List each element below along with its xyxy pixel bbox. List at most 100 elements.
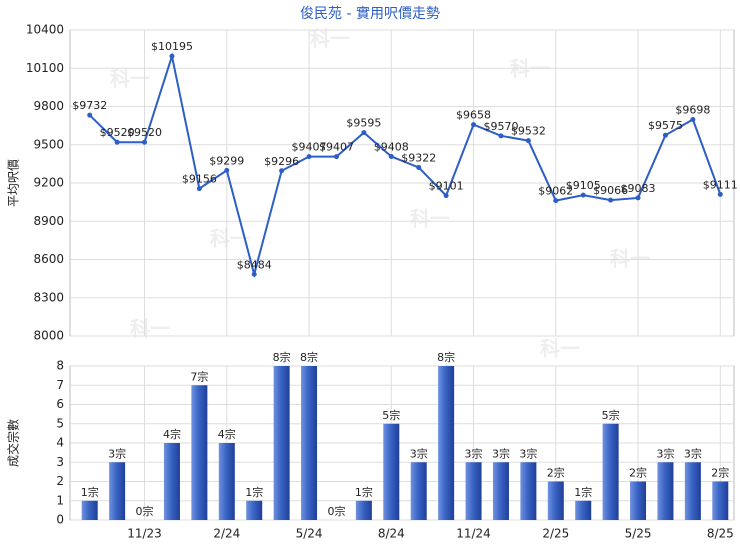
- value-label: 4宗: [218, 427, 236, 441]
- value-label: $9698: [675, 104, 710, 117]
- x-tick-label: 11/23: [127, 527, 162, 541]
- point: [306, 154, 312, 160]
- value-label: 3宗: [410, 446, 428, 460]
- bar: [602, 423, 619, 520]
- value-label: $10195: [151, 40, 193, 53]
- value-label: 3宗: [465, 446, 483, 460]
- point: [416, 164, 422, 170]
- value-label: 2宗: [547, 466, 565, 480]
- point: [196, 186, 202, 192]
- x-tick-label: 8/25: [707, 527, 734, 541]
- bar: [492, 462, 509, 520]
- value-label: 3宗: [656, 446, 674, 460]
- point: [251, 271, 257, 277]
- point: [553, 198, 559, 204]
- bar: [712, 481, 729, 520]
- y-tick-label: 10100: [26, 61, 64, 75]
- value-label: $9101: [429, 180, 464, 193]
- y-tick-label: 8900: [33, 214, 64, 228]
- value-label: $9156: [182, 173, 217, 186]
- value-label: $9595: [346, 117, 381, 130]
- point: [388, 153, 394, 159]
- y-tick-label: 6: [56, 397, 64, 411]
- y-tick-label: 3: [56, 455, 64, 469]
- bar: [520, 462, 537, 520]
- value-label: 1宗: [574, 485, 592, 499]
- watermark: 科一: [540, 337, 580, 361]
- bar: [438, 366, 455, 520]
- point: [279, 168, 285, 174]
- value-label: $9532: [511, 125, 546, 138]
- value-label: 3宗: [684, 446, 702, 460]
- point: [471, 122, 477, 128]
- point: [361, 130, 367, 136]
- value-label: $9520: [100, 126, 135, 139]
- bar: [218, 443, 235, 520]
- point: [608, 197, 614, 203]
- value-label: $9105: [566, 179, 601, 192]
- y-tick-label: 5: [56, 416, 64, 430]
- value-label: 5宗: [382, 408, 400, 422]
- y-tick-label: 1: [56, 493, 64, 507]
- value-label: 2宗: [629, 466, 647, 480]
- point: [333, 154, 339, 160]
- point: [114, 139, 120, 145]
- y-tick-label: 8: [56, 359, 64, 373]
- value-label: $9296: [264, 155, 299, 168]
- bar: [355, 500, 372, 520]
- value-label: $9658: [456, 109, 491, 122]
- value-label: $9083: [621, 182, 656, 195]
- bar: [547, 481, 564, 520]
- bar: [301, 366, 318, 520]
- bar: [163, 443, 180, 520]
- point: [662, 132, 668, 138]
- x-tick-label: 11/24: [456, 527, 491, 541]
- y-tick-label: 8000: [33, 329, 64, 343]
- value-label: $9520: [127, 126, 162, 139]
- value-label: 3宗: [519, 446, 537, 460]
- y-tick-label: 10400: [26, 23, 64, 37]
- point: [224, 167, 230, 173]
- value-label: 3宗: [108, 446, 126, 460]
- bar: [246, 500, 263, 520]
- y-tick-label: 8600: [33, 252, 64, 266]
- value-label: 8宗: [300, 350, 318, 364]
- value-label: $9299: [209, 154, 244, 167]
- value-label: 0宗: [327, 504, 345, 518]
- y-tick-label: 8300: [33, 290, 64, 304]
- value-label: $8484: [237, 258, 272, 271]
- point: [443, 193, 449, 199]
- value-label: $9407: [292, 141, 327, 154]
- point: [169, 53, 175, 59]
- value-label: 5宗: [602, 408, 620, 422]
- x-tick-label: 2/25: [542, 527, 569, 541]
- value-label: 1宗: [355, 485, 373, 499]
- y-tick-label: 9800: [33, 99, 64, 113]
- point: [498, 133, 504, 139]
- bar: [465, 462, 482, 520]
- value-label: $9570: [483, 120, 518, 133]
- value-label: 2宗: [711, 466, 729, 480]
- point: [525, 138, 531, 144]
- value-label: 7宗: [190, 369, 208, 383]
- value-label: $9407: [319, 141, 354, 154]
- x-tick-label: 5/24: [296, 527, 323, 541]
- watermark: 科一: [410, 207, 450, 231]
- value-label: 4宗: [163, 427, 181, 441]
- bar: [657, 462, 674, 520]
- value-label: $9408: [374, 140, 409, 153]
- value-label: $9575: [648, 119, 683, 132]
- y-axis-label: 成交宗數: [6, 419, 21, 467]
- watermark: 科一: [610, 247, 650, 271]
- value-label: $9732: [72, 99, 107, 112]
- bar: [630, 481, 647, 520]
- bar: [383, 423, 400, 520]
- bar: [684, 462, 701, 520]
- value-label: $9111: [703, 178, 738, 191]
- bar: [410, 462, 427, 520]
- y-axis-label: 平均呎價: [7, 159, 21, 207]
- x-tick-label: 2/24: [213, 527, 240, 541]
- point: [717, 191, 723, 197]
- watermark: 科一: [130, 317, 170, 341]
- price-line: [89, 52, 722, 279]
